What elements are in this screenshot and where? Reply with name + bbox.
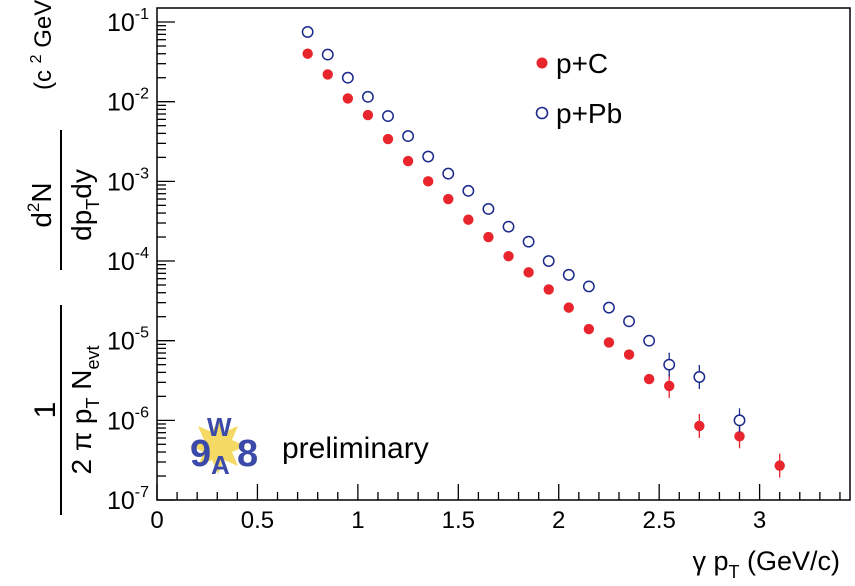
point-ppb — [663, 358, 676, 371]
point-ppb — [422, 150, 435, 163]
y-tick-label: 10-6 — [107, 404, 149, 435]
y-tick-label: 10-1 — [107, 6, 149, 37]
point-ppb — [482, 203, 495, 215]
data-points — [301, 26, 785, 478]
point-pc — [583, 323, 595, 335]
legend-label-pc: p+C — [556, 48, 608, 79]
point-pc — [422, 176, 434, 187]
logo-digit-9: 9 — [190, 433, 211, 475]
point-ppb — [582, 280, 595, 293]
logo-letter-w: W — [207, 412, 232, 442]
point-ppb — [341, 71, 354, 84]
point-ppb — [321, 48, 334, 61]
x-tick-label: 0.5 — [241, 507, 274, 534]
point-pc — [694, 420, 705, 432]
point-pc — [523, 267, 534, 278]
point-ppb — [733, 414, 746, 427]
y-axis-ticks: 10-7 10-6 10-5 10-4 10-3 10-2 10-1 — [107, 6, 175, 515]
y-axis-label-units: (c 2 GeV -2) — [28, 0, 57, 90]
point-pc — [483, 231, 494, 243]
point-ppb — [623, 315, 635, 328]
x-tick-label: 2 — [552, 507, 565, 534]
point-pc — [563, 302, 574, 313]
y-axis-label-denominator-1: 2 π pT Nevt — [66, 345, 103, 474]
point-pc — [362, 109, 374, 121]
point-pc — [302, 48, 313, 59]
point-pc — [322, 69, 333, 80]
point-pc — [664, 380, 675, 392]
y-tick-label: 10-2 — [107, 86, 149, 117]
point-pc — [342, 93, 354, 104]
point-ppb — [402, 130, 415, 143]
point-pc — [774, 460, 785, 471]
x-axis-ticks: 0 0.5 1 1.5 2 2.5 3 — [150, 484, 841, 534]
y-axis-label: 1 2 π pT Nevt d2N dpTdy (c 2 GeV -2) — [24, 0, 103, 515]
logo-digit-8: 8 — [237, 433, 258, 475]
x-tick-label: 1 — [351, 507, 364, 534]
point-pc — [543, 284, 554, 295]
legend-marker-pc — [536, 57, 548, 69]
point-ppb — [382, 110, 394, 123]
x-tick-label: 0 — [150, 507, 163, 534]
legend-label-ppb: p+Pb — [556, 98, 622, 129]
point-pc — [643, 373, 655, 385]
point-pc — [443, 193, 454, 205]
point-pc — [503, 250, 514, 262]
y-tick-label: 10-5 — [107, 325, 149, 356]
y-tick-label: 10-7 — [107, 484, 149, 515]
preliminary-label: preliminary — [282, 432, 429, 465]
point-ppb — [693, 371, 706, 383]
legend-marker-ppb — [535, 106, 549, 120]
y-axis-label-numerator-one: 1 — [29, 402, 62, 419]
legend: p+C p+Pb — [535, 48, 622, 129]
point-ppb — [603, 301, 615, 314]
wa98-logo: 9 W A 8 — [190, 412, 258, 480]
plot-frame — [156, 7, 851, 501]
point-ppb — [522, 235, 535, 248]
y-axis-label-numerator-d2n: d2N — [24, 182, 57, 227]
point-pc — [402, 155, 414, 167]
point-ppb — [542, 255, 555, 267]
point-pc — [734, 431, 745, 442]
point-ppb — [562, 268, 575, 281]
logo-letter-a: A — [211, 450, 230, 480]
x-axis-label: γ pT (GeV/c) — [692, 546, 840, 581]
point-ppb — [361, 90, 374, 103]
point-pc — [623, 349, 635, 360]
point-ppb — [643, 334, 656, 347]
x-tick-label: 3 — [753, 507, 766, 534]
point-ppb — [502, 220, 515, 233]
point-pc — [603, 337, 615, 348]
point-pc — [382, 133, 394, 145]
y-axis-label-denominator-2: dpTdy — [66, 169, 103, 241]
y-tick-label: 10-3 — [107, 165, 149, 196]
point-ppb — [442, 167, 455, 180]
logo-starburst — [190, 420, 246, 474]
y-tick-label: 10-4 — [107, 245, 149, 276]
point-ppb — [301, 26, 314, 38]
x-tick-label: 2.5 — [642, 507, 675, 534]
axes — [156, 7, 851, 501]
point-ppb — [462, 184, 475, 197]
x-tick-label: 1.5 — [442, 507, 475, 534]
point-pc — [463, 214, 474, 225]
